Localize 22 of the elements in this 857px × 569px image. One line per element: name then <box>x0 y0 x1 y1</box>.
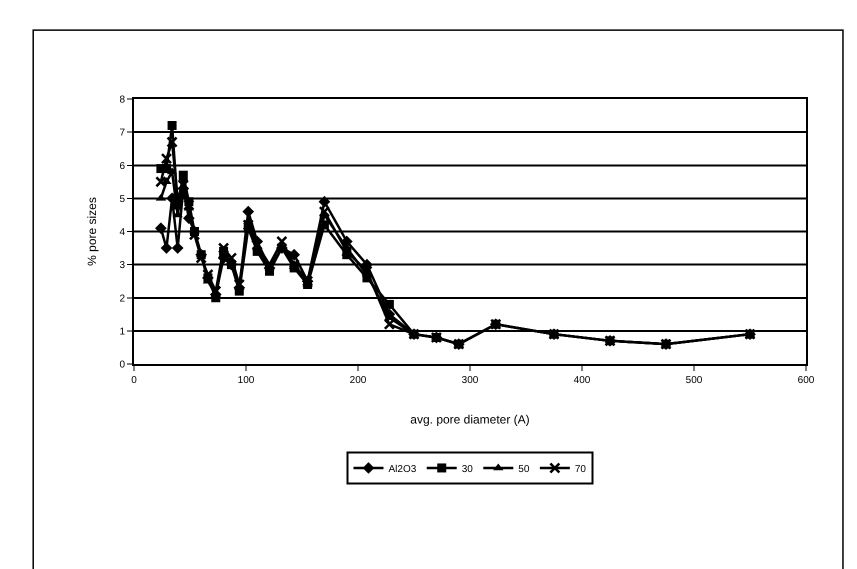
y-tick-label: 2 <box>119 293 126 304</box>
x-tick-label: 500 <box>686 375 703 386</box>
legend-label: 30 <box>462 464 474 475</box>
y-tick-label: 4 <box>119 227 126 238</box>
y-tick-label: 7 <box>119 128 126 139</box>
legend-label: 50 <box>518 464 530 475</box>
x-tick-label: 600 <box>798 375 815 386</box>
x-tick-label: 300 <box>462 375 479 386</box>
x-tick-label: 200 <box>350 375 367 386</box>
y-tick-label: 5 <box>119 194 126 205</box>
y-axis-title: % pore sizes <box>85 197 100 266</box>
legend-label: 70 <box>574 464 586 475</box>
y-tick-label: 6 <box>119 160 126 172</box>
y-tick-label: 1 <box>119 326 126 338</box>
x-axis-title: avg. pore diameter (A) <box>410 412 530 426</box>
x-tick-label: 400 <box>574 375 591 386</box>
x-tick-label: 100 <box>238 375 255 386</box>
x-tick-label: 0 <box>131 375 138 386</box>
y-tick-label: 8 <box>119 94 126 106</box>
y-tick-label: 0 <box>119 360 126 370</box>
legend-label: Al2O3 <box>388 464 417 475</box>
y-tick-label: 3 <box>119 260 126 272</box>
